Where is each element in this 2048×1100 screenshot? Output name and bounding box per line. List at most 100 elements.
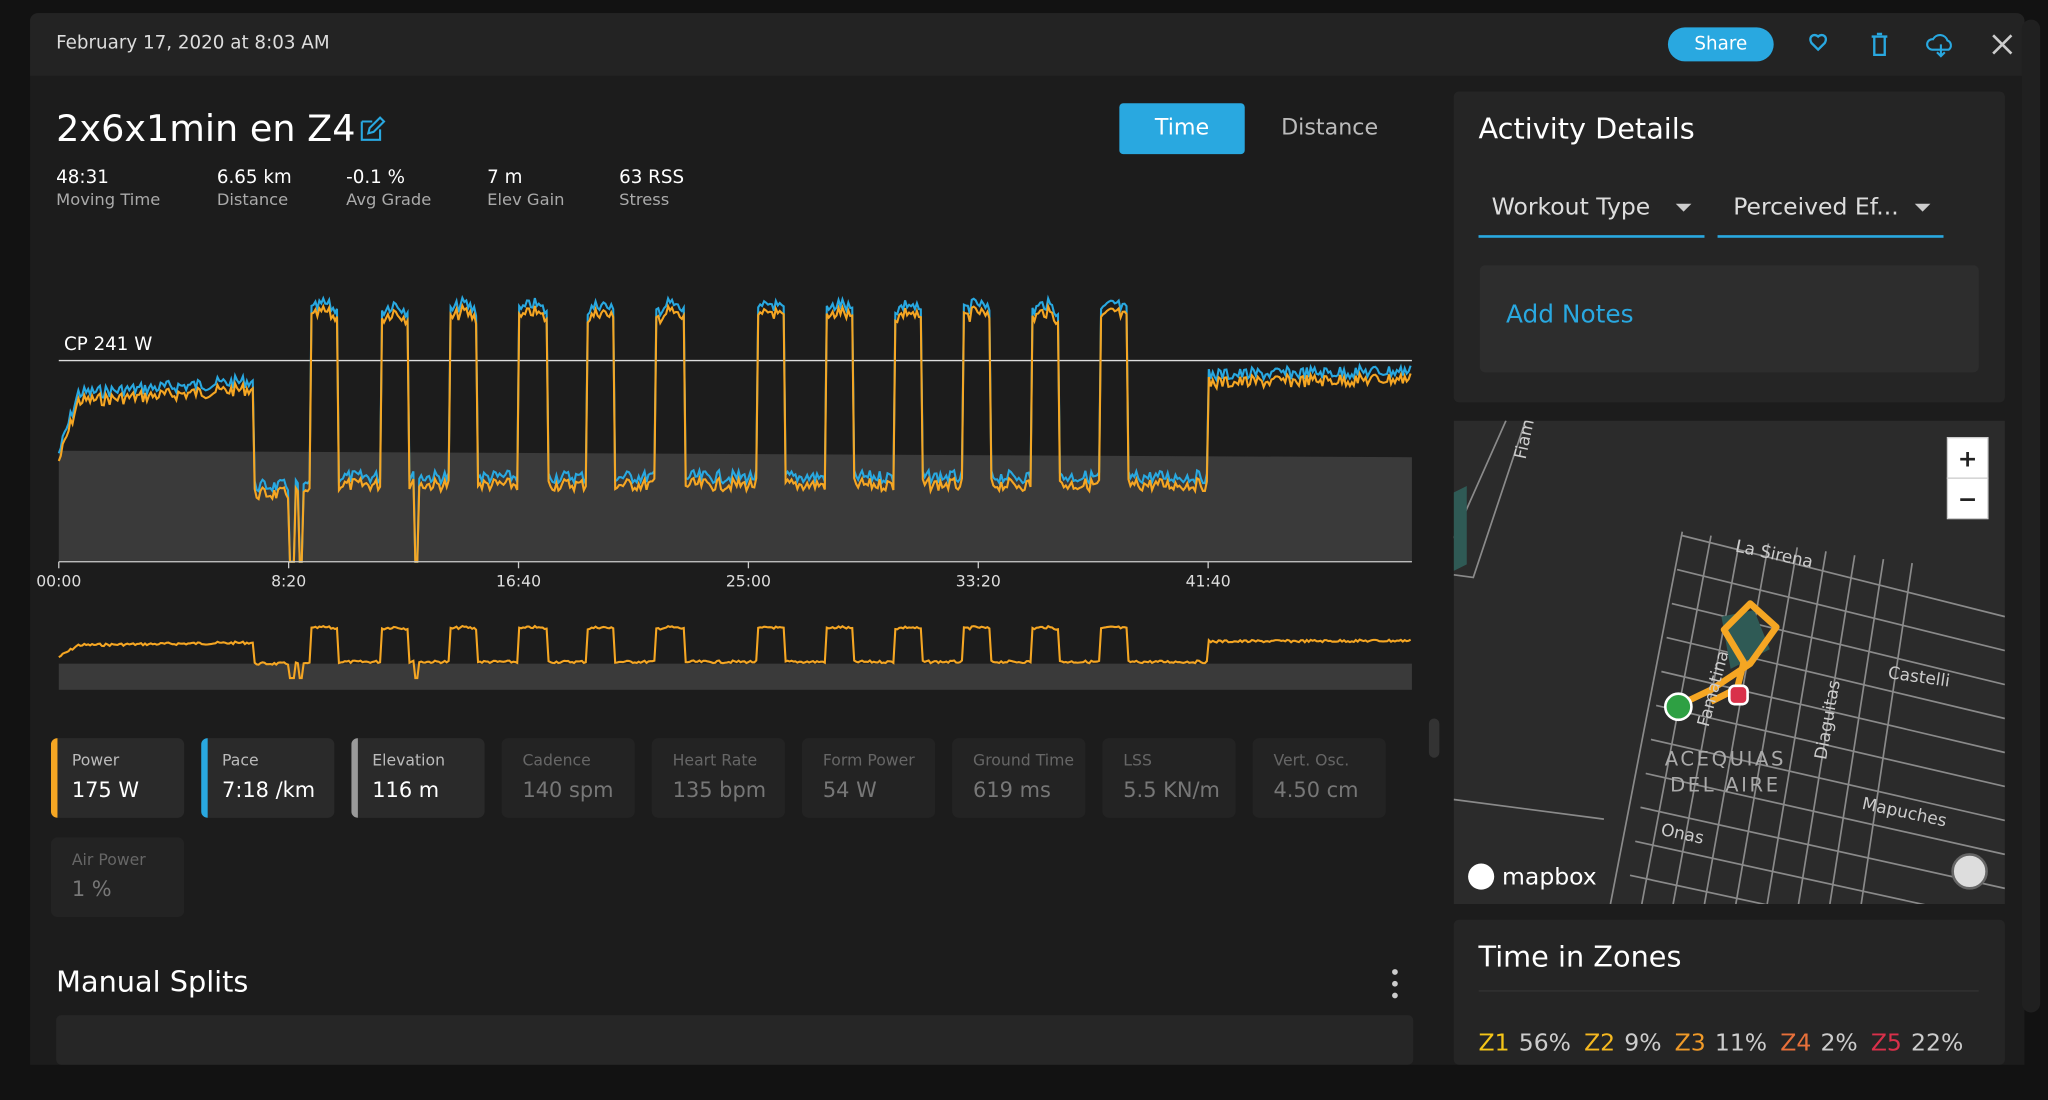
street [1676,568,2005,652]
metric-label: Elevation [372,751,446,770]
power-trace [57,302,1412,563]
metric-card: Heart Rate 135 bpm [651,738,785,818]
dropdown-label: Workout Type [1491,193,1651,221]
metric-card: Cadence 140 spm [501,738,635,818]
street [1734,547,1799,905]
stat-value: 7 m [487,167,523,189]
mini-elevation [58,663,1412,690]
zone-name: Z2 [1584,1029,1616,1057]
route [1676,600,1780,709]
zone-value: 11% [1714,1029,1768,1057]
stat-label: Stress [619,189,670,210]
metric-card: LSS 5.5 KN/m [1102,738,1236,818]
street [1635,840,1926,905]
metric-accent [201,738,208,818]
x-tick-label: 00:00 [36,572,81,591]
notes-box[interactable] [1479,265,1979,373]
toggle-distance[interactable]: Distance [1281,114,1379,142]
metric-value: 135 bpm [672,777,767,803]
street [1860,562,1913,905]
stat-value: 48:31 [56,167,109,189]
zoom-button[interactable] [1946,436,1989,479]
metric-label: Cadence [522,751,591,770]
metric-accent [351,738,358,818]
x-tick-label: 8:20 [271,572,306,591]
zoom-button[interactable] [1946,477,1989,520]
stat-value: 63 RSS [619,167,685,189]
share-button[interactable]: Share [1667,27,1774,62]
street [1609,531,1684,905]
street [1766,551,1827,905]
zone-name: Z4 [1780,1029,1812,1057]
metric-label: Heart Rate [672,751,758,770]
metric-value: 619 ms [973,777,1051,803]
metric-card[interactable]: Power 175 W [50,738,185,818]
street [1682,534,2005,618]
street [1629,874,1768,905]
toggle-time[interactable]: Time [1119,103,1245,155]
stat-value: 6.65 km [216,167,292,189]
perceived-effort-dropdown[interactable]: Perceived Ef... [1717,191,1944,238]
metric-value: 140 spm [522,777,614,803]
scrollbar [2021,19,2041,1013]
street [1650,738,2005,822]
metric-label: Form Power [822,751,915,770]
metric-value: 116 m [372,777,440,803]
zone-name: Z3 [1674,1029,1706,1057]
street [1645,772,2005,856]
zoom-label: + [1958,444,1978,472]
heart-icon[interactable] [1809,33,1828,52]
metric-label: Pace [222,751,259,770]
workout-type-dropdown[interactable]: Workout Type [1478,191,1705,238]
mapbox-brand: mapbox [1502,862,1597,890]
street [1672,539,1741,905]
trash-icon[interactable] [1871,32,1888,57]
splits-menu[interactable] [1387,967,1403,1004]
cp-label: CP 241 W [64,334,152,355]
activity-title: 2x6x1min en Z4 [56,107,356,151]
metric-label: Ground Time [973,751,1075,770]
zone-value: 9% [1624,1029,1662,1057]
metric-label: Vert. Osc. [1273,751,1350,770]
x-tick-label: 41:40 [1186,572,1231,591]
street [1640,806,2005,890]
add-notes[interactable]: Add Notes [1505,300,1634,330]
edit-icon[interactable] [358,115,387,144]
metric-value: 4.50 cm [1273,777,1359,803]
zoom-label: − [1958,485,1978,513]
metric-label: Air Power [71,850,146,869]
x-tick-label: 25:00 [726,572,771,591]
metric-card[interactable]: Pace 7:18 /km [201,738,335,818]
stat-value: -0.1 % [346,167,405,189]
metric-label: LSS [1123,751,1152,770]
details-title: Activity Details [1478,113,1695,147]
start-marker [1663,692,1693,722]
splits-table [56,1015,1414,1065]
metric-value: 7:18 /km [222,777,316,803]
activity-graph: CP 241 W 00:00 8:20 16:40 25:00 33:20 41:40 [36,294,1412,690]
mini-power-trace [58,624,1412,680]
elevation-area [58,450,1412,562]
metric-card[interactable]: Elevation 116 m [351,738,485,818]
info-icon [1951,853,1988,890]
date: February 17, 2020 at 8:03 AM [56,32,330,54]
zone-value: 56% [1518,1029,1572,1057]
stat-label: Moving Time [56,189,161,210]
metric-card: Ground Time 619 ms [952,738,1086,818]
metric-card: Air Power 1 % [50,837,185,918]
metric-card: Form Power 54 W [801,738,936,818]
street [1666,636,2005,720]
end-marker [1727,684,1749,706]
mapbox-logo [1468,863,1495,890]
header-icons [1809,32,2013,58]
close-icon[interactable] [1992,34,2013,55]
area-label: DEL AIRE [1670,774,1781,797]
zones-title: Time in Zones [1478,941,1682,975]
zone-name: Z5 [1870,1029,1902,1057]
zone-value: 22% [1911,1029,1964,1057]
metric-label: Power [71,751,120,770]
area-label: ACEQUIAS [1665,748,1786,771]
cloud-icon[interactable] [1926,34,1952,58]
